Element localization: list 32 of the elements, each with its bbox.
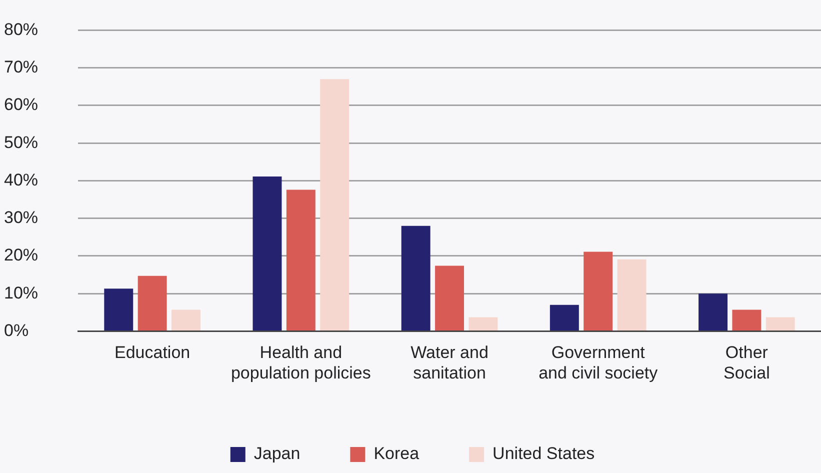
y-tick-label: 0% — [4, 320, 29, 340]
bar — [401, 226, 430, 330]
bar — [550, 304, 579, 330]
legend-label: Japan — [254, 444, 300, 464]
bar — [468, 317, 498, 330]
y-tick-label: 80% — [4, 20, 38, 39]
bar — [617, 259, 646, 330]
legend-label: United States — [492, 444, 595, 464]
y-tick-label: 50% — [4, 132, 38, 152]
bar — [698, 294, 728, 330]
bar — [286, 190, 316, 330]
y-tick-label: 30% — [4, 208, 38, 228]
x-tick-label: Education — [114, 343, 190, 362]
bar — [766, 317, 795, 330]
x-tick-label: Water and sanitation — [410, 343, 488, 382]
bar — [584, 252, 613, 330]
x-tick-label: Health and population policies — [230, 343, 371, 382]
y-tick-label: 20% — [4, 246, 38, 265]
bar — [252, 176, 282, 330]
y-tick-label: 60% — [4, 95, 38, 114]
bar — [172, 310, 200, 330]
bar — [104, 288, 134, 330]
x-tick-label: Other Social — [724, 343, 770, 382]
legend-label: Korea — [374, 444, 420, 464]
x-tick-label: Government and civil society — [538, 343, 658, 382]
y-tick-label: 10% — [4, 283, 38, 302]
y-tick-label: 70% — [4, 58, 38, 77]
bar — [320, 79, 350, 330]
bar — [732, 310, 762, 330]
bar — [435, 266, 464, 330]
bar — [138, 276, 167, 330]
y-tick-label: 40% — [4, 170, 38, 190]
